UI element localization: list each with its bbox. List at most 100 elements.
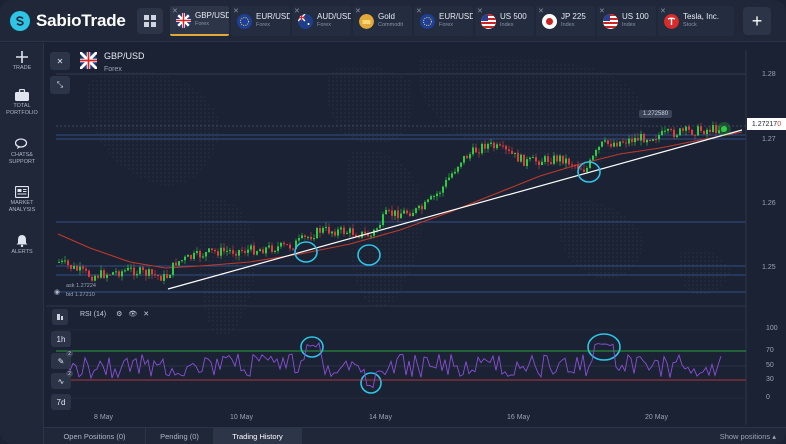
candle-body (196, 251, 198, 253)
close-chart-button[interactable]: ✕ (50, 52, 70, 70)
close-tab-icon[interactable]: ✕ (294, 8, 300, 15)
close-tab-icon[interactable]: ✕ (416, 8, 422, 15)
tab-eur-usd[interactable]: ✕ EUR/USD Forex (231, 6, 290, 36)
candle-body (511, 150, 513, 154)
instrument-tabs: ✕ GBP/USD Forex ✕ EUR/USD Forex ✕ AUD/USD F… (170, 6, 734, 36)
tab-type: Index (500, 22, 514, 29)
highlight-circle (360, 372, 382, 394)
sidebar-item-trade[interactable]: TRADE (0, 51, 44, 72)
candle-body (673, 129, 675, 138)
tab-us-100[interactable]: ✕ US 100 Index (597, 6, 656, 36)
candle-body (211, 248, 213, 250)
close-tab-icon[interactable]: ✕ (477, 8, 483, 15)
candle-body (97, 275, 99, 278)
candle-body (343, 227, 345, 234)
timeframe-1h-button[interactable]: 1h (51, 331, 71, 347)
draw-tool-button[interactable]: ✎ (51, 353, 71, 369)
eye-icon[interactable]: ◉ (54, 289, 61, 296)
candle-body (304, 235, 306, 237)
brand-logo[interactable]: SabioTrade (10, 10, 126, 32)
visibility-icon[interactable]: 👁 (128, 311, 138, 318)
tab-open-positions[interactable]: Open Positions (0) (44, 428, 146, 444)
tab-type: Index (561, 22, 575, 29)
close-icon[interactable]: ✕ (143, 311, 150, 318)
candle-body (76, 265, 78, 271)
sidebar-item-alerts[interactable]: ALERTS (0, 234, 44, 256)
tab-eur-usd-2[interactable]: ✕ EUR/USD Forex (414, 6, 473, 36)
add-tab-button[interactable]: + (743, 7, 771, 35)
eu-flag-icon (237, 13, 252, 29)
current-price-main: 1.27217 (751, 120, 778, 128)
candle-body (106, 274, 108, 278)
candle-body (391, 210, 393, 216)
close-tab-icon[interactable]: ✕ (233, 8, 239, 15)
settings-icon[interactable]: ⚙ (116, 311, 123, 318)
candle-body (334, 231, 336, 236)
candle-body (253, 245, 255, 255)
close-tab-icon[interactable]: ✕ (172, 8, 178, 15)
candle-body (349, 228, 351, 233)
candle-body (553, 155, 555, 164)
candle-body (691, 129, 693, 135)
tab-trading-history[interactable]: Trading History (214, 428, 302, 444)
candle-body (718, 130, 720, 134)
indicator-tool-button[interactable]: ∿ (51, 373, 71, 389)
tab-jp-225[interactable]: ✕ JP 225 Index (536, 6, 595, 36)
rsi-axis-label: 0 (766, 394, 770, 401)
rsi-axis-label: 70 (766, 347, 774, 354)
gold-icon (359, 13, 374, 29)
rsi-pane (56, 329, 746, 399)
live-price-glow (717, 122, 731, 136)
grid-view-button[interactable] (137, 8, 163, 34)
current-price-tail: 0 (777, 120, 782, 128)
brand-name: SabioTrade (36, 11, 126, 30)
candle-body (571, 164, 573, 166)
badge-count: 2 (66, 350, 73, 357)
candle-body (709, 129, 711, 132)
tab-gold[interactable]: ✕ Gold Commodit (353, 6, 412, 36)
candle-body (694, 134, 696, 136)
close-tab-icon[interactable]: ✕ (355, 8, 361, 15)
sidebar: TRADE TOTAL PORTFOLIO CHATS& SUPPORT MAR… (0, 43, 44, 444)
close-tab-icon[interactable]: ✕ (599, 8, 605, 15)
indicator-toggle-button[interactable] (52, 309, 68, 325)
tab-pending[interactable]: Pending (0) (146, 428, 214, 444)
candlestick-series (58, 121, 723, 285)
tab-name: GBP/USD (195, 12, 229, 21)
uk-us-flag-icon (80, 52, 97, 69)
tab-us-500[interactable]: ✕ US 500 Index (475, 6, 534, 36)
candle-body (688, 126, 690, 130)
candle-body (388, 210, 390, 212)
bottom-panel-tabs: Open Positions (0) Pending (0) Trading H… (44, 427, 786, 444)
timeframe-7d-button[interactable]: 7d (51, 394, 71, 410)
sidebar-item-market-analysis[interactable]: MARKET ANALYSIS (0, 186, 44, 213)
candle-body (667, 128, 669, 131)
tab-type: Index (622, 22, 636, 29)
sidebar-item-portfolio[interactable]: TOTAL PORTFOLIO (0, 89, 44, 116)
trend-line[interactable] (167, 129, 743, 290)
close-tab-icon[interactable]: ✕ (660, 8, 666, 15)
candle-body (184, 256, 186, 261)
candle-body (559, 155, 561, 162)
candle-body (448, 177, 450, 181)
badge-count: 2 (66, 370, 73, 377)
price-tooltip: 1.272580 (639, 110, 673, 118)
candle-body (154, 274, 156, 276)
candle-body (619, 141, 621, 147)
show-positions-toggle[interactable]: Show positions ▴ (720, 432, 776, 441)
collapse-chart-button[interactable]: ⤡ (50, 76, 70, 94)
close-tab-icon[interactable]: ✕ (538, 8, 544, 15)
candle-body (274, 250, 276, 252)
tab-gbp-usd[interactable]: ✕ GBP/USD Forex (170, 6, 229, 36)
sidebar-item-chats[interactable]: CHATS& SUPPORT (0, 138, 44, 165)
candle-body (685, 126, 687, 131)
candle-body (271, 245, 273, 252)
candle-body (541, 161, 543, 166)
tab-aud-usd[interactable]: ✕ AUD/USD Forex (292, 6, 351, 36)
rsi-axis-label: 100 (766, 325, 778, 332)
candle-body (556, 155, 558, 162)
tab-tesla[interactable]: ✕ Tesla, Inc. Stock (658, 6, 734, 36)
tab-name: Gold (378, 13, 395, 22)
candle-body (64, 260, 66, 262)
